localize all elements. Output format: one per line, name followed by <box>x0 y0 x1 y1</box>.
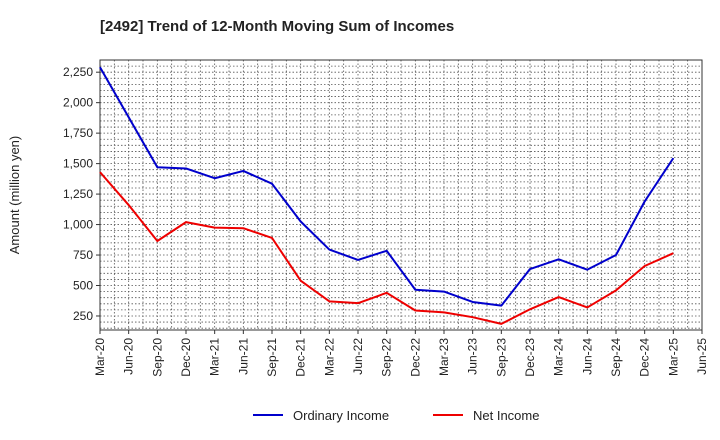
x-tick-label: Dec-22 <box>408 338 422 377</box>
legend: Ordinary Income Net Income <box>253 408 539 423</box>
y-tick-label: 1,000 <box>63 218 93 232</box>
y-tick-label: 1,250 <box>63 187 93 201</box>
legend-label: Ordinary Income <box>293 408 389 423</box>
x-tick-label: Jun-25 <box>695 338 709 375</box>
series-line-net-income <box>99 171 674 325</box>
series-line-ordinary-income <box>99 66 675 307</box>
grid <box>100 60 702 330</box>
x-tick-label: Jun-21 <box>236 338 250 375</box>
x-tick-label: Dec-21 <box>294 338 308 377</box>
y-tick-label: 500 <box>73 279 93 293</box>
x-tick-label: Mar-22 <box>322 338 336 376</box>
x-tick-label: Mar-25 <box>666 338 680 376</box>
y-axis: 250 500 750 1,000 1,250 1,500 1,750 2,000 2,250 <box>63 65 100 323</box>
x-tick-label: Jun-20 <box>122 338 136 375</box>
x-tick-label: Mar-24 <box>552 338 566 376</box>
x-tick-label: Sep-21 <box>265 338 279 377</box>
y-tick-label: 1,500 <box>63 157 93 171</box>
x-tick-label: Sep-23 <box>494 338 508 377</box>
x-tick-label: Mar-20 <box>93 338 107 376</box>
x-tick-label: Dec-20 <box>179 338 193 377</box>
x-tick-label: Mar-23 <box>437 338 451 376</box>
y-tick-label: 250 <box>73 309 93 323</box>
x-tick-label: Sep-22 <box>380 338 394 377</box>
x-tick-label: Jun-22 <box>351 338 365 375</box>
chart-title: [2492] Trend of 12-Month Moving Sum of I… <box>100 18 454 35</box>
y-tick-label: 2,000 <box>63 96 93 110</box>
legend-label: Net Income <box>473 408 539 423</box>
y-axis-label: Amount (million yen) <box>7 136 22 255</box>
x-tick-label: Jun-24 <box>580 338 594 375</box>
series-group <box>99 66 675 325</box>
x-tick-label: Jun-23 <box>466 338 480 375</box>
x-axis: Mar-20 Jun-20 Sep-20 Dec-20 Mar-21 Jun-21 Sep-… <box>93 330 709 377</box>
y-tick-label: 750 <box>73 248 93 262</box>
x-tick-label: Mar-21 <box>208 338 222 376</box>
y-tick-label: 2,250 <box>63 65 93 79</box>
plot-area <box>99 59 703 331</box>
x-tick-label: Dec-23 <box>523 338 537 377</box>
x-tick-label: Sep-20 <box>150 338 164 377</box>
x-tick-label: Dec-24 <box>638 338 652 377</box>
x-tick-label: Sep-24 <box>609 338 623 377</box>
y-tick-label: 1,750 <box>63 126 93 140</box>
